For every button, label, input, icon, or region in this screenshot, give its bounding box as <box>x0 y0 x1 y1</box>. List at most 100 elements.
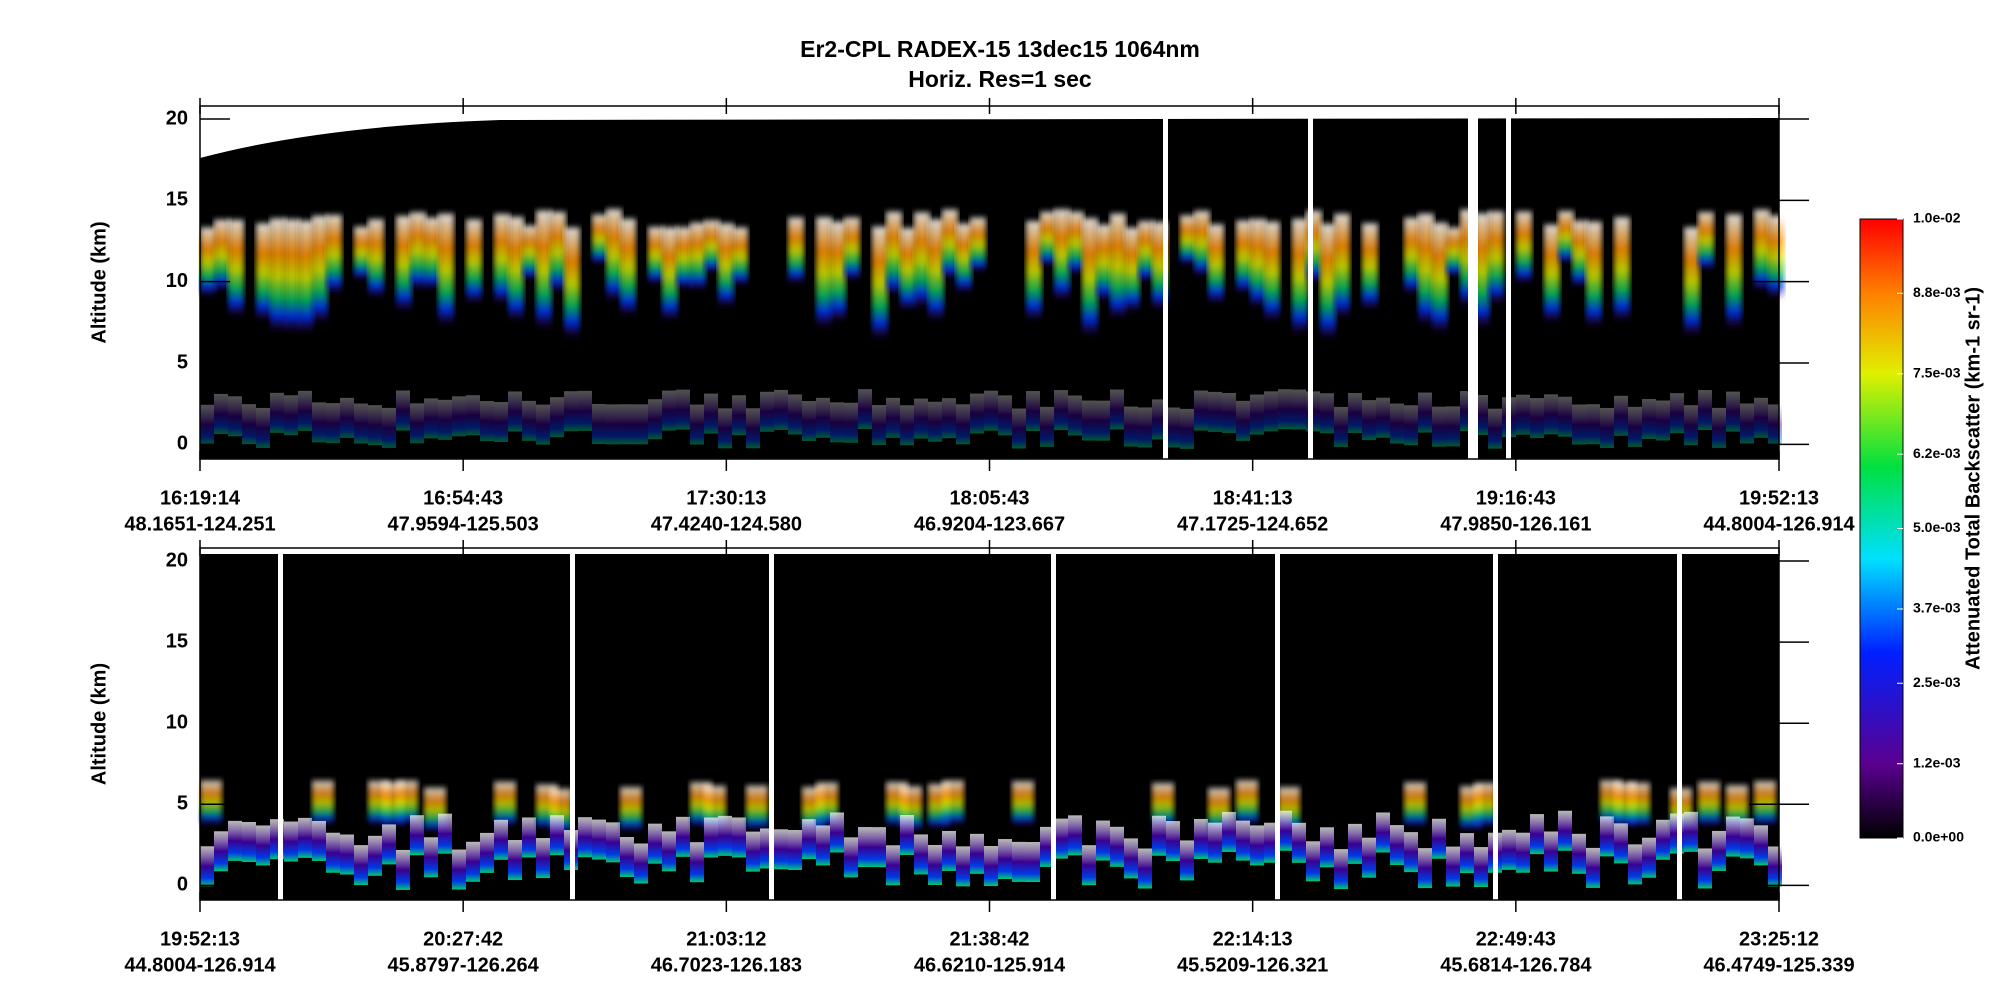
cloud-streak <box>1698 212 1714 271</box>
boundary-layer <box>592 404 606 445</box>
cloud-streak <box>1544 224 1560 324</box>
boundary-layer <box>550 815 564 856</box>
data-gap <box>278 548 283 900</box>
boundary-layer <box>942 398 956 439</box>
y-tick-label: 5 <box>177 351 188 373</box>
boundary-layer <box>256 825 270 866</box>
data-gap <box>1677 548 1682 900</box>
x-tick-location: 46.4749-125.339 <box>1703 954 1854 976</box>
boundary-layer <box>1726 816 1740 857</box>
boundary-layer <box>368 405 382 446</box>
boundary-layer <box>536 404 550 445</box>
boundary-layer <box>340 397 354 438</box>
boundary-layer <box>872 405 886 446</box>
boundary-layer <box>886 397 900 438</box>
y-tick-label: 10 <box>166 711 188 733</box>
boundary-layer <box>1740 403 1754 444</box>
boundary-layer <box>382 407 396 448</box>
boundary-layer <box>802 401 816 442</box>
cloud-streak <box>1362 223 1378 311</box>
cloud-streak <box>466 219 482 305</box>
boundary-layer <box>242 404 256 445</box>
boundary-layer <box>760 391 774 432</box>
boundary-layer <box>1544 831 1558 872</box>
boundary-layer <box>494 401 508 442</box>
boundary-layer <box>1684 811 1698 852</box>
boundary-layer <box>970 393 984 434</box>
cloud-streak <box>886 211 902 297</box>
boundary-layer <box>1040 826 1054 867</box>
boundary-layer <box>774 829 788 870</box>
boundary-layer <box>998 395 1012 436</box>
boundary-layer <box>1516 394 1530 435</box>
cloud-streak <box>648 226 664 286</box>
data-gap <box>1275 548 1280 900</box>
boundary-layer <box>1684 405 1698 446</box>
boundary-layer <box>900 815 914 856</box>
boundary-layer <box>284 821 298 862</box>
boundary-layer <box>1320 827 1334 868</box>
cloud-streak <box>1138 221 1154 283</box>
boundary-layer <box>1656 819 1670 860</box>
cloud-streak <box>1446 227 1462 278</box>
boundary-layer <box>312 820 326 861</box>
x-tick-time: 17:30:13 <box>686 487 766 509</box>
data-gap <box>769 548 774 900</box>
data-gap <box>1051 548 1056 900</box>
boundary-layer <box>1474 847 1488 888</box>
boundary-layer <box>956 404 970 445</box>
boundary-layer <box>1096 400 1110 441</box>
colorbar-tick-label: 8.8e-03 <box>1913 284 1961 300</box>
boundary-layer <box>1628 406 1642 447</box>
boundary-layer <box>1768 404 1782 445</box>
boundary-layer <box>438 813 452 854</box>
cloud-streak <box>1474 782 1496 828</box>
chart-subtitle: Horiz. Res=1 sec <box>908 66 1092 92</box>
boundary-layer <box>1460 833 1474 874</box>
cloud-streak <box>606 209 622 303</box>
boundary-layer <box>690 404 704 445</box>
x-tick-time: 16:19:14 <box>160 487 241 509</box>
boundary-layer <box>1348 392 1362 433</box>
boundary-layer <box>1600 407 1614 448</box>
cloud-streak <box>1404 217 1420 296</box>
boundary-layer <box>914 398 928 439</box>
above-flight-mask <box>200 106 1779 158</box>
colorbar-tick-label: 0.0e+00 <box>1913 829 1964 845</box>
cloud-streak <box>1040 211 1056 268</box>
y-tick-label: 20 <box>166 107 188 129</box>
boundary-layer <box>1264 391 1278 432</box>
boundary-layer <box>200 846 214 887</box>
x-tick-location: 44.8004-126.914 <box>1703 513 1855 535</box>
boundary-layer <box>774 389 788 430</box>
colorbar-title: Attenuated Total Backscatter (km-1 sr-1) <box>1962 287 1984 670</box>
boundary-layer <box>620 404 634 445</box>
cloud-streak <box>620 218 636 317</box>
x-tick-location: 48.1651-124.251 <box>124 513 275 535</box>
cloud-streak <box>1334 213 1350 320</box>
boundary-layer <box>438 399 452 440</box>
cloud-streak <box>1768 215 1784 300</box>
boundary-layer <box>1376 812 1390 853</box>
cloud-streak <box>312 780 334 826</box>
boundary-layer <box>1166 821 1180 862</box>
boundary-layer <box>1138 407 1152 448</box>
boundary-layer <box>746 831 760 872</box>
boundary-layer <box>1418 392 1432 433</box>
cloud-streak <box>424 217 440 291</box>
cloud-streak <box>1586 221 1602 329</box>
boundary-layer <box>662 831 676 872</box>
boundary-layer <box>984 390 998 431</box>
boundary-layer <box>326 403 340 444</box>
boundary-layer <box>718 815 732 856</box>
boundary-layer <box>1502 829 1516 870</box>
boundary-layer <box>536 838 550 879</box>
cloud-streak <box>1404 782 1426 828</box>
cloud-streak <box>522 225 538 281</box>
boundary-layer <box>1250 825 1264 866</box>
boundary-layer <box>802 819 816 860</box>
cloud-streak <box>214 219 230 293</box>
boundary-layer <box>1082 845 1096 886</box>
boundary-layer <box>228 820 242 861</box>
boundary-layer <box>1110 826 1124 867</box>
